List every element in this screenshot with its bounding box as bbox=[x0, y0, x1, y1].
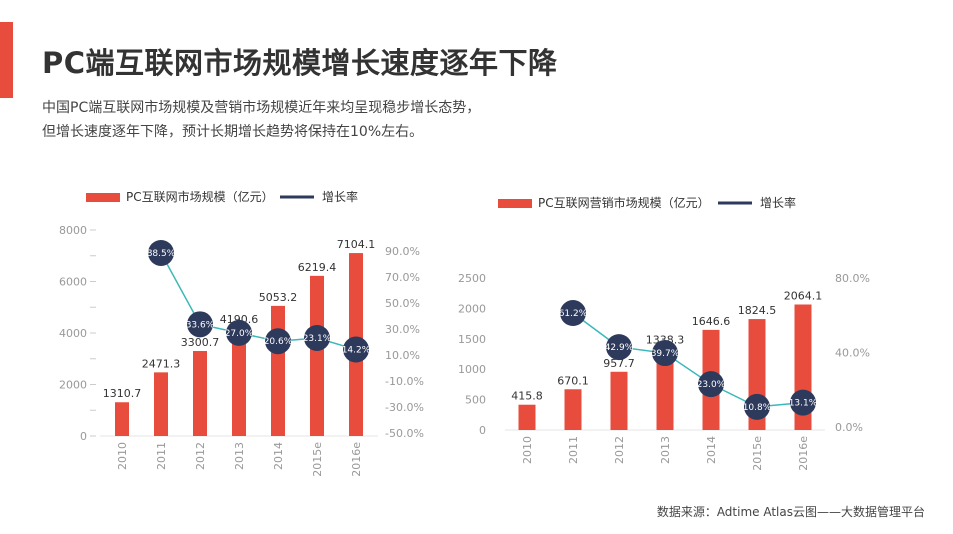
chart2-xtick-label: 2013 bbox=[659, 436, 672, 464]
chart2-bar-value-label: 957.7 bbox=[603, 357, 635, 370]
chart2-legend-bar-swatch bbox=[498, 199, 532, 208]
chart1-rate-marker bbox=[265, 328, 291, 355]
chart2-rate-marker bbox=[790, 389, 816, 416]
data-source: 数据来源：Adtime Atlas云图——大数据管理平台 bbox=[656, 505, 925, 519]
chart1-y2tick-label: -30.0% bbox=[385, 401, 424, 414]
chart2-rate-value-label: 13.1% bbox=[789, 399, 818, 409]
chart1-xtick-label: 2016e bbox=[350, 442, 363, 477]
accent-bar bbox=[0, 22, 13, 98]
chart1-bar-value-label: 2471.3 bbox=[142, 357, 181, 370]
chart2-bar bbox=[610, 371, 628, 430]
chart1-y2tick-label: 70.0% bbox=[385, 271, 420, 284]
chart1-bar-value-label: 5053.2 bbox=[259, 291, 298, 304]
chart1-xtick-label: 2013 bbox=[233, 442, 246, 470]
chart2-xtick-label: 2016e bbox=[797, 436, 810, 471]
chart2-xtick-label: 2012 bbox=[613, 436, 626, 464]
chart1-legend-line-label: 增长率 bbox=[322, 189, 358, 204]
chart1-rate-value-label: 88.5% bbox=[147, 249, 176, 259]
chart1-y2tick-label: 90.0% bbox=[385, 245, 420, 258]
chart1-ytick-label: 2000 bbox=[59, 379, 87, 392]
chart2-rate-value-label: 39.7% bbox=[651, 349, 680, 359]
chart1-ytick-label: 6000 bbox=[59, 276, 87, 289]
chart1-y2tick-label: 50.0% bbox=[385, 297, 420, 310]
subtitle-line-2: 但增长速度逐年下降，预计长期增长趋势将保持在10%左右。 bbox=[42, 124, 424, 140]
chart1-bar-value-label: 6219.4 bbox=[298, 261, 337, 274]
chart2-ytick-label: 500 bbox=[465, 394, 486, 407]
chart2-rate-marker bbox=[560, 300, 586, 327]
chart2-xtick-label: 2014 bbox=[705, 436, 718, 464]
chart2-bar-value-label: 670.1 bbox=[557, 374, 589, 387]
chart2-bar-value-label: 1824.5 bbox=[738, 304, 777, 317]
chart1-rate-value-label: 14.2% bbox=[342, 346, 371, 356]
chart2-rate-value-label: 10.8% bbox=[743, 403, 772, 413]
chart2-ytick-label: 1000 bbox=[458, 363, 486, 376]
chart1-bar bbox=[271, 305, 285, 436]
chart2-rate-value-label: 42.9% bbox=[605, 343, 634, 353]
chart2-rate-marker bbox=[698, 371, 724, 398]
chart1-xtick-label: 2012 bbox=[194, 442, 207, 470]
chart1-legend-bar-label: PC互联网市场规模（亿元） bbox=[126, 189, 274, 204]
chart1-rate-marker bbox=[304, 324, 330, 351]
page-subtitle: 中国PC端互联网市场规模及营销市场规模近年来均呈现稳步增长态势， 但增长速度逐年… bbox=[42, 96, 480, 144]
chart2-bar-value-label: 1646.6 bbox=[692, 315, 731, 328]
chart1-ytick-label: 8000 bbox=[59, 224, 87, 237]
chart1-y2tick-label: -10.0% bbox=[385, 375, 424, 388]
chart1-bar bbox=[193, 351, 207, 436]
page-title: PC端互联网市场规模增长速度逐年下降 bbox=[42, 46, 558, 80]
chart2-ytick-label: 1500 bbox=[458, 333, 486, 346]
chart1-legend-bar-swatch bbox=[86, 193, 120, 202]
chart1-y2tick-label: -50.0% bbox=[385, 427, 424, 440]
chart1-bar-value-label: 7104.1 bbox=[337, 238, 376, 251]
chart1-xtick-label: 2010 bbox=[116, 442, 129, 470]
chart2-rate-marker bbox=[606, 334, 632, 361]
subtitle-line-1: 中国PC端互联网市场规模及营销市场规模近年来均呈现稳步增长态势， bbox=[42, 100, 481, 116]
chart2-xtick-label: 2011 bbox=[567, 436, 580, 464]
chart2-bar bbox=[564, 389, 582, 430]
chart2-xtick-label: 2015e bbox=[751, 436, 764, 471]
chart2-rate-value-label: 61.2% bbox=[559, 309, 588, 319]
chart2-rate-marker bbox=[744, 393, 770, 420]
chart1-ytick-label: 4000 bbox=[59, 327, 87, 340]
chart1-xtick-label: 2011 bbox=[155, 442, 168, 470]
chart2-y2tick-label: 0.0% bbox=[835, 421, 863, 434]
chart1-rate-value-label: 33.6% bbox=[186, 320, 215, 330]
chart1-rate-marker bbox=[226, 319, 252, 346]
chart2-bar-value-label: 2064.1 bbox=[784, 290, 823, 303]
chart1-xtick-label: 2014 bbox=[272, 442, 285, 470]
chart2-ytick-label: 2000 bbox=[458, 302, 486, 315]
chart1-rate-value-label: 20.6% bbox=[264, 337, 293, 347]
chart1-rate-marker bbox=[187, 311, 213, 338]
chart1-xtick-label: 2015e bbox=[311, 442, 324, 477]
chart2-bar bbox=[656, 348, 674, 430]
chart2-ytick-label: 2500 bbox=[458, 272, 486, 285]
chart2-ytick-label: 0 bbox=[479, 424, 486, 437]
chart1-bar bbox=[232, 328, 246, 436]
chart2-bar-value-label: 415.8 bbox=[511, 390, 543, 403]
chart1-bar-value-label: 4190.6 bbox=[220, 313, 259, 326]
chart2-legend-line-label: 增长率 bbox=[760, 195, 796, 210]
chart1-y2tick-label: 30.0% bbox=[385, 323, 420, 336]
chart2-xtick-label: 2010 bbox=[521, 436, 534, 464]
chart1-rate-value-label: 27.0% bbox=[225, 329, 254, 339]
chart1-bar bbox=[310, 275, 324, 436]
chart2-rate-value-label: 23.0% bbox=[697, 380, 726, 390]
chart2-legend-bar-label: PC互联网营销市场规模（亿元） bbox=[538, 195, 710, 210]
chart2-y2tick-label: 80.0% bbox=[835, 272, 870, 285]
chart1-bar bbox=[154, 372, 168, 436]
chart2-rate-marker bbox=[652, 340, 678, 367]
chart1-rate-marker bbox=[343, 336, 369, 363]
chart1-y2tick-label: 10.0% bbox=[385, 349, 420, 362]
chart1-bar-value-label: 1310.7 bbox=[103, 387, 142, 400]
chart1-rate-value-label: 23.1% bbox=[303, 334, 332, 344]
chart1-bar bbox=[115, 402, 129, 436]
chart1-bar-value-label: 3300.7 bbox=[181, 336, 220, 349]
chart2-bar bbox=[518, 404, 536, 430]
chart2-y2tick-label: 40.0% bbox=[835, 347, 870, 360]
chart1-rate-marker bbox=[148, 239, 174, 266]
chart1-ytick-label: 0 bbox=[80, 430, 87, 443]
